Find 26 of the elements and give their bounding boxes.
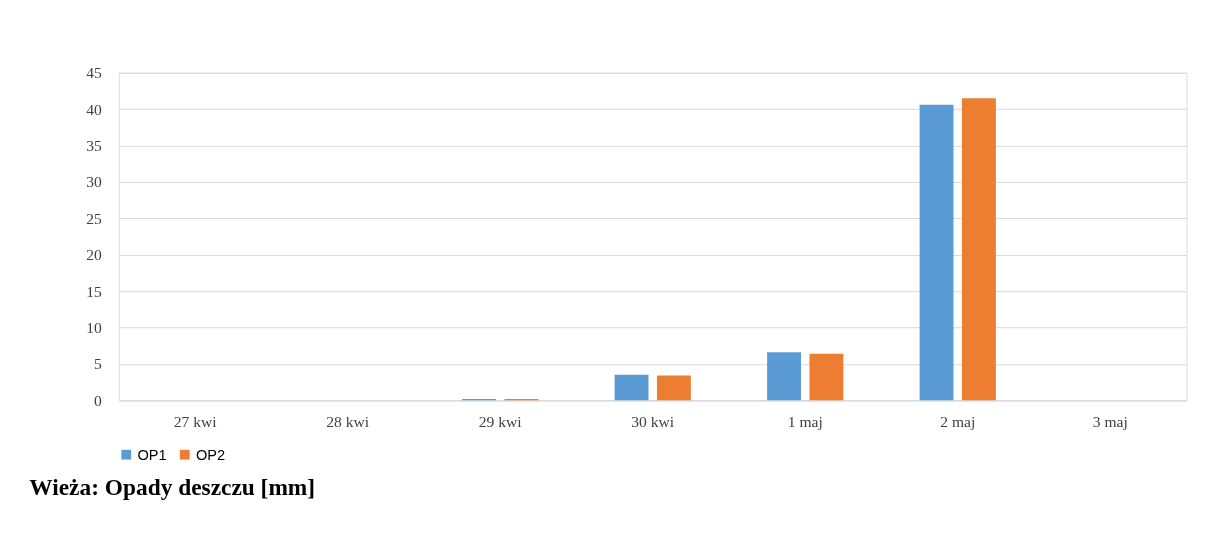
y-tick-label: 20 [86,246,103,264]
y-tick-label: 15 [86,282,103,300]
bar [961,98,996,401]
x-tick-label: 30 kwi [631,413,675,431]
y-tick-label: 25 [86,209,103,227]
bar [767,352,801,401]
bar [614,374,649,401]
y-tick-label: 45 [86,64,103,82]
legend-label: OP2 [195,446,226,463]
bar [656,375,691,401]
x-tick-label: 3 maj [1092,413,1128,431]
y-tick-label: 5 [94,355,103,373]
y-tick-label: 35 [86,136,103,154]
y-tick-label: 10 [86,318,103,336]
legend-label: OP1 [137,446,167,463]
x-tick-label: 1 maj [787,413,823,431]
x-tick-label: 28 kwi [326,413,370,431]
y-tick-label: 40 [86,100,103,118]
text: Wieża: Opady deszczu [mm] [29,473,316,500]
bar [809,353,844,401]
x-tick-label: 2 maj [940,413,976,431]
x-tick-label: 29 kwi [478,413,523,431]
y-tick-label: 0 [94,391,103,409]
x-tick-label: 27 kwi [173,413,218,431]
bar [919,104,954,401]
y-tick-label: 30 [86,173,103,191]
